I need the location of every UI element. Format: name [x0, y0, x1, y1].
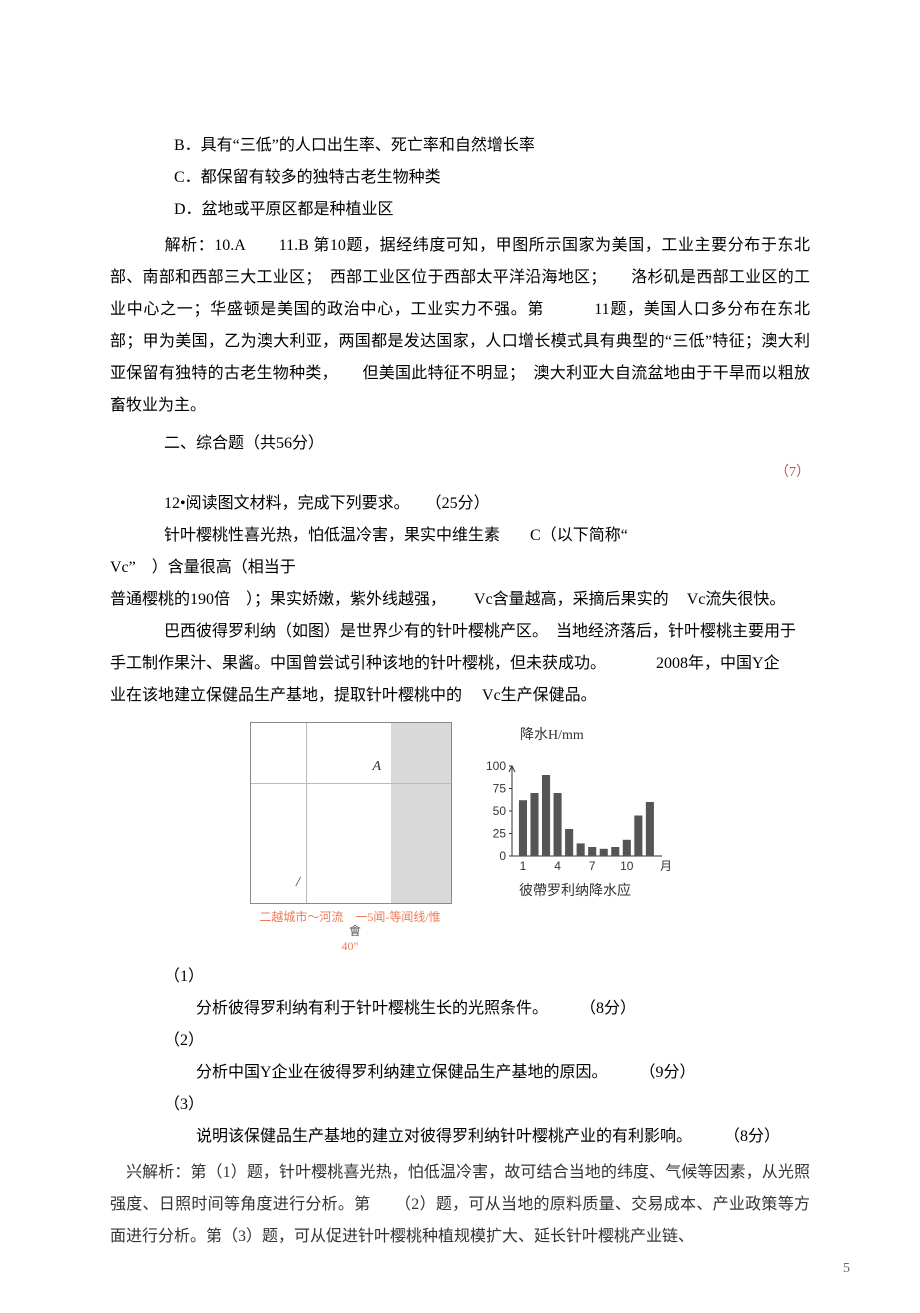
- map-rect: A /: [250, 722, 452, 904]
- q12-line5: 巴西彼得罗利纳（如图）是世界少有的针叶樱桃产区。 当地经济落后，针叶樱桃主要用于: [110, 616, 810, 648]
- map-caption-black: 會: [349, 924, 361, 938]
- subq-1-text: 分析彼得罗利纳有利于针叶樱桃生长的光照条件。 （8分）: [110, 993, 810, 1025]
- q12-line3: Vc” ）含量很高（相当于: [110, 552, 810, 584]
- q12-l4c: Vc流失很快。: [687, 591, 786, 608]
- q12-l7b: Vc生产保健品。: [482, 687, 597, 704]
- subq-3-num: （3）: [110, 1089, 810, 1121]
- map-caption-sub: 40": [342, 939, 359, 953]
- rain-title: 降水H/mm: [520, 722, 670, 750]
- q12-l7a: 业在该地建立保健品生产基地，提取针叶樱桃中的: [110, 687, 462, 704]
- document-page: B．具有“三低”的人口出生率、死亡率和自然增长率 C．都保留有较多的独特古老生物…: [0, 0, 920, 1313]
- svg-text:100: 100: [486, 759, 506, 773]
- map-figure: A / 二越城市～河流 一5闻-等闻线/惟會 40": [250, 722, 450, 953]
- subq-1-num: （1）: [110, 961, 810, 993]
- analysis-12-text: 兴解析：第（1）题，针叶樱桃喜光热，怕低温冷害，故可结合当地的纬度、气候等因素，…: [110, 1164, 810, 1245]
- analysis-10-11-text: 解析：10.A 11.B 第10题，据经纬度可知，甲图所示国家为美国，工业主要分…: [110, 237, 810, 414]
- map-label-A: A: [372, 753, 381, 781]
- q12-line7: 业在该地建立保健品生产基地，提取针叶樱桃中的 Vc生产保健品。: [110, 680, 810, 712]
- marker-text: （7）: [775, 465, 810, 480]
- q12-line1: 12•阅读图文材料，完成下列要求。 （25分）: [110, 488, 810, 520]
- rain-figure: 降水H/mm 0 25 50 75 100 1 4 7 10 月 彼帶罗利纳降水应: [480, 722, 670, 906]
- rain-chart-svg: 0 25 50 75 100 1 4 7 10 月: [480, 754, 670, 874]
- svg-text:月: 月: [660, 859, 670, 873]
- subq-2-text: 分析中国Y企业在彼得罗利纳建立保健品生产基地的原因。 （9分）: [110, 1057, 810, 1089]
- svg-text:50: 50: [493, 804, 507, 818]
- rain-caption: 彼帶罗利纳降水应: [480, 878, 670, 906]
- subq1-n: （1）: [164, 968, 204, 985]
- svg-text:25: 25: [493, 827, 507, 841]
- map-shade: [391, 723, 451, 903]
- section-header: 二、综合题（共56分）: [110, 428, 810, 460]
- option-B: B．具有“三低”的人口出生率、死亡率和自然增长率: [110, 130, 810, 162]
- map-gridline-v: [306, 723, 307, 903]
- svg-text:0: 0: [499, 849, 506, 863]
- analysis-10-11: 解析：10.A 11.B 第10题，据经纬度可知，甲图所示国家为美国，工业主要分…: [110, 230, 810, 422]
- svg-text:1: 1: [520, 859, 527, 873]
- svg-text:7: 7: [589, 859, 596, 873]
- option-C: C．都保留有较多的独特古老生物种类: [110, 162, 810, 194]
- figure-row: A / 二越城市～河流 一5闻-等闻线/惟會 40" 降水H/mm 0 25 50 7…: [110, 722, 810, 953]
- svg-text:10: 10: [620, 859, 634, 873]
- q12-line2: 针叶樱桃性喜光热，怕低温冷害，果实中维生素 C（以下简称“: [110, 520, 810, 552]
- map-caption-colored: 二越城市～河流 一5闻-等闻线/惟: [259, 910, 440, 924]
- option-D: D．盆地或平原区都是种植业区: [110, 194, 810, 226]
- q12-line4: 普通樱桃的190倍 ）；果实娇嫩，紫外线越强， Vc含量越高，采摘后果实的 Vc流失…: [110, 584, 810, 616]
- q12-l2b: C（以下简称“: [530, 527, 628, 544]
- margin-marker: （7）: [775, 456, 810, 488]
- q12-l4b: Vc含量越高，采摘后果实的: [474, 591, 669, 608]
- q12-line6: 手工制作果汁、果酱。中国曾尝试引种该地的针叶樱桃，但未获成功。 2008年，中国Y…: [110, 648, 810, 680]
- subq2-n: （2）: [164, 1032, 204, 1049]
- analysis-12: 兴解析：第（1）题，针叶樱桃喜光热，怕低温冷害，故可结合当地的纬度、气候等因素，…: [110, 1157, 810, 1253]
- svg-text:75: 75: [493, 782, 507, 796]
- page-number: 5: [843, 1255, 850, 1283]
- q12-l6a: 手工制作果汁、果酱。中国曾尝试引种该地的针叶樱桃，但未获成功。: [110, 655, 606, 672]
- svg-text:4: 4: [554, 859, 561, 873]
- q12-l4a: 普通樱桃的190倍 ）；果实娇嫩，紫外线越强，: [110, 591, 446, 608]
- map-caption: 二越城市～河流 一5闻-等闻线/惟會 40": [250, 910, 450, 953]
- subq-3-text: 说明该保健品生产基地的建立对彼得罗利纳针叶樱桃产业的有利影响。 （8分）: [110, 1121, 810, 1153]
- subq3-n: （3）: [164, 1096, 204, 1113]
- map-gridline-h: [251, 783, 451, 784]
- map-label-slash: /: [296, 869, 300, 897]
- q12-l5a: 巴西彼得罗利纳（如图）是世界少有的针叶樱桃产区。 当地经济落后，针叶樱桃主要用于: [164, 623, 796, 640]
- q12-l6b: 2008年，中国Y企: [656, 655, 780, 672]
- q12-l2a: 针叶樱桃性喜光热，怕低温冷害，果实中维生素: [164, 527, 500, 544]
- subq-2-num: （2）: [110, 1025, 810, 1057]
